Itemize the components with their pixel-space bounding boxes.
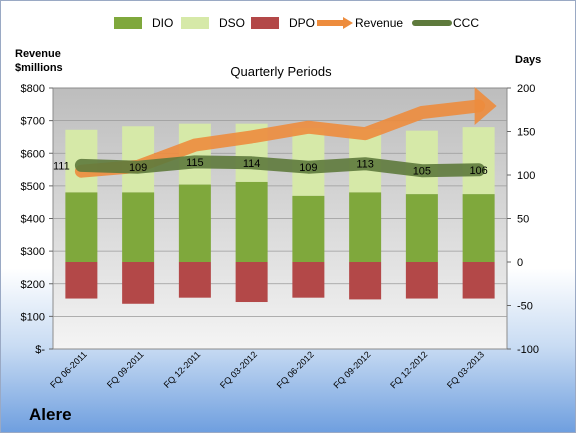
bar-dso bbox=[405, 130, 438, 195]
bar-dio bbox=[462, 194, 495, 262]
legend-swatch-dso bbox=[181, 17, 209, 29]
ccc-data-label: 114 bbox=[243, 158, 261, 170]
legend-label: DIO bbox=[152, 16, 173, 30]
ccc-line bbox=[74, 155, 486, 178]
legend-swatch-dpo bbox=[251, 17, 279, 29]
bar-dio bbox=[122, 192, 155, 262]
x-tick-label: FQ 12-2011 bbox=[162, 349, 203, 390]
ccc-data-label: 109 bbox=[129, 162, 147, 174]
bar-dpo bbox=[292, 262, 325, 298]
x-tick-label: FQ 09-2012 bbox=[332, 349, 373, 390]
bar-dso bbox=[462, 127, 495, 195]
bar-dpo bbox=[405, 262, 438, 299]
left-tick-label: $100 bbox=[21, 311, 45, 323]
ccc-data-label: 105 bbox=[413, 166, 431, 178]
x-tick-label: FQ 06-2011 bbox=[48, 349, 89, 390]
right-axis-title: Days bbox=[515, 54, 541, 66]
bar-dio bbox=[178, 184, 211, 262]
left-tick-label: $500 bbox=[21, 181, 45, 193]
bar-dio bbox=[405, 194, 438, 262]
legend-label: DPO bbox=[289, 16, 315, 30]
right-axis-ticks: -100 -50 0 50 100 150 200 bbox=[507, 83, 539, 356]
left-tick-label: $200 bbox=[21, 279, 45, 291]
bars bbox=[65, 123, 495, 304]
bar-dpo bbox=[235, 262, 268, 303]
x-tick-label: FQ 03-2013 bbox=[445, 349, 486, 390]
legend: DIO DSO DPO Revenue CCC bbox=[114, 16, 479, 30]
right-tick-label: -50 bbox=[517, 301, 533, 313]
ccc-data-label: 109 bbox=[299, 162, 317, 174]
left-axis-title-line1: Revenue bbox=[15, 48, 61, 60]
ccc-data-label: 111 bbox=[53, 160, 70, 172]
legend-label: CCC bbox=[453, 16, 479, 30]
left-tick-label: $600 bbox=[21, 148, 45, 160]
right-tick-label: -100 bbox=[517, 344, 539, 356]
left-tick-label: $300 bbox=[21, 246, 45, 258]
x-axis-ticks: FQ 06-2011 FQ 09-2011 FQ 12-2011 FQ 03-2012… bbox=[48, 349, 486, 390]
revenue-arrowhead bbox=[474, 86, 497, 125]
bar-dpo bbox=[462, 262, 495, 299]
x-tick-label: FQ 12-2012 bbox=[388, 349, 429, 390]
chart-title: Quarterly Periods bbox=[230, 64, 332, 79]
x-tick-label: FQ 03-2012 bbox=[218, 349, 259, 390]
legend-arrowhead bbox=[343, 17, 353, 29]
right-tick-label: 200 bbox=[517, 83, 535, 95]
ccc-series: 111 109 115 114 109 113 105 106 bbox=[53, 155, 488, 178]
left-tick-label: $400 bbox=[21, 214, 45, 226]
x-tick-label: FQ 06-2012 bbox=[275, 349, 316, 390]
right-tick-label: 100 bbox=[517, 170, 535, 182]
bar-dpo bbox=[65, 262, 98, 299]
right-tick-label: 0 bbox=[517, 257, 523, 269]
bar-dio bbox=[235, 181, 268, 262]
legend-swatch-dio bbox=[114, 17, 142, 29]
bar-dpo bbox=[349, 262, 382, 300]
left-axis-title-line2: $millions bbox=[15, 62, 63, 74]
company-name: Alere bbox=[29, 405, 72, 424]
right-tick-label: 50 bbox=[517, 214, 529, 226]
bar-dpo bbox=[122, 262, 155, 304]
left-tick-label: $800 bbox=[21, 83, 45, 95]
left-tick-label: $- bbox=[35, 344, 45, 356]
legend-label: DSO bbox=[219, 16, 245, 30]
right-tick-label: 150 bbox=[517, 127, 535, 139]
bar-dio bbox=[349, 192, 382, 262]
ccc-data-label: 106 bbox=[469, 165, 487, 177]
legend-label: Revenue bbox=[355, 16, 403, 30]
bar-dpo bbox=[178, 262, 211, 298]
ccc-data-label: 113 bbox=[356, 159, 374, 171]
ccc-data-label: 115 bbox=[186, 157, 204, 169]
bar-dio bbox=[65, 192, 98, 262]
left-tick-label: $700 bbox=[21, 116, 45, 128]
x-tick-label: FQ 09-2011 bbox=[105, 349, 146, 390]
bar-dio bbox=[292, 195, 325, 262]
left-axis-ticks: $- $100 $200 $300 $400 $500 $600 $700 $800 bbox=[21, 83, 53, 356]
